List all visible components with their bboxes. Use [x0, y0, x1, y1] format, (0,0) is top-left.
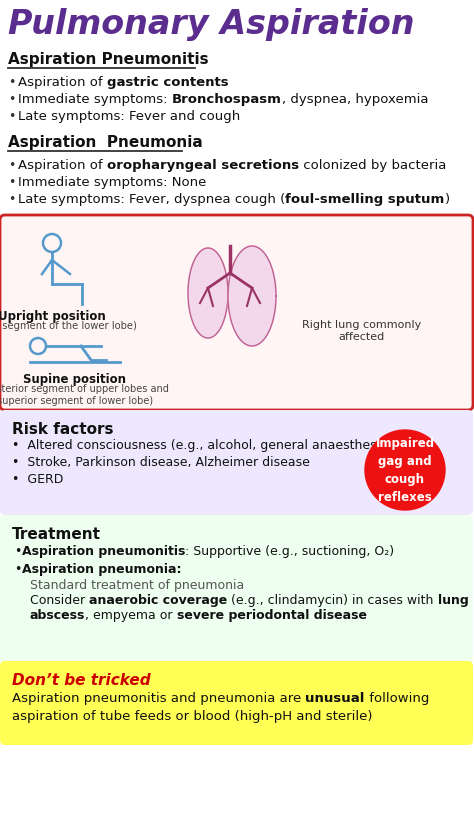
Text: •  Stroke, Parkinson disease, Alzheimer disease: • Stroke, Parkinson disease, Alzheimer d… — [12, 456, 310, 469]
Text: Aspiration of: Aspiration of — [18, 76, 107, 89]
Text: Bronchospasm: Bronchospasm — [172, 93, 282, 106]
Text: Consider: Consider — [30, 594, 89, 607]
Text: Right lung commonly
affected: Right lung commonly affected — [302, 320, 422, 342]
Text: Immediate symptoms: None: Immediate symptoms: None — [18, 176, 206, 189]
Text: (e.g., clindamycin) in cases with: (e.g., clindamycin) in cases with — [228, 594, 438, 607]
Text: Standard treatment of pneumonia: Standard treatment of pneumonia — [30, 579, 244, 592]
Text: colonized by bacteria: colonized by bacteria — [299, 159, 447, 172]
Polygon shape — [188, 248, 228, 338]
Text: •: • — [8, 76, 15, 89]
Text: Supine position: Supine position — [24, 373, 127, 386]
Text: Upright position: Upright position — [0, 310, 106, 323]
FancyBboxPatch shape — [0, 410, 473, 515]
Text: gastric contents: gastric contents — [107, 76, 228, 89]
Text: Late symptoms: Fever and cough: Late symptoms: Fever and cough — [18, 110, 240, 123]
Text: anaerobic coverage: anaerobic coverage — [89, 594, 228, 607]
FancyBboxPatch shape — [0, 515, 473, 663]
Text: •  Altered consciousness (e.g., alcohol, general anaesthesia): • Altered consciousness (e.g., alcohol, … — [12, 439, 393, 452]
Text: Risk factors: Risk factors — [12, 422, 113, 437]
Text: •: • — [8, 110, 15, 123]
Polygon shape — [228, 246, 276, 346]
Text: (Posterior segment of upper lobes and
superior segment of lower lobe): (Posterior segment of upper lobes and su… — [0, 384, 169, 406]
Text: foul-smelling sputum: foul-smelling sputum — [285, 193, 445, 206]
FancyBboxPatch shape — [0, 661, 473, 745]
Text: unusual: unusual — [306, 692, 365, 705]
Text: Aspiration of: Aspiration of — [18, 159, 107, 172]
Text: Aspiration  Pneumonia: Aspiration Pneumonia — [8, 135, 203, 150]
Text: •: • — [14, 545, 21, 558]
Text: •: • — [8, 159, 15, 172]
Text: oropharyngeal secretions: oropharyngeal secretions — [107, 159, 299, 172]
FancyBboxPatch shape — [0, 215, 473, 410]
Text: : Supportive (e.g., suctioning, O₂): : Supportive (e.g., suctioning, O₂) — [185, 545, 394, 558]
Text: Late symptoms: Fever, dyspnea cough (: Late symptoms: Fever, dyspnea cough ( — [18, 193, 285, 206]
Text: Aspiration pneumonitis: Aspiration pneumonitis — [22, 545, 185, 558]
Text: following: following — [365, 692, 429, 705]
Text: Aspiration pneumonitis and pneumonia are: Aspiration pneumonitis and pneumonia are — [12, 692, 306, 705]
Text: Treatment: Treatment — [12, 527, 101, 542]
Text: , empyema or: , empyema or — [85, 609, 177, 622]
Text: •: • — [8, 176, 15, 189]
Text: •: • — [14, 563, 21, 576]
Text: Aspiration Pneumonitis: Aspiration Pneumonitis — [8, 52, 209, 67]
Text: , dyspnea, hypoxemia: , dyspnea, hypoxemia — [282, 93, 428, 106]
Text: •  GERD: • GERD — [12, 473, 64, 486]
Text: abscess: abscess — [30, 609, 85, 622]
Text: lung: lung — [438, 594, 468, 607]
Text: Impaired
gag and
cough
reflexes: Impaired gag and cough reflexes — [375, 437, 435, 503]
Text: severe periodontal disease: severe periodontal disease — [177, 609, 367, 622]
Text: (Basal segment of the lower lobe): (Basal segment of the lower lobe) — [0, 321, 137, 331]
Text: Pulmonary Aspiration: Pulmonary Aspiration — [8, 8, 414, 41]
Text: ): ) — [445, 193, 450, 206]
Circle shape — [365, 430, 445, 510]
Text: aspiration of tube feeds or blood (high-pH and sterile): aspiration of tube feeds or blood (high-… — [12, 710, 373, 723]
Text: Aspiration pneumonia:: Aspiration pneumonia: — [22, 563, 182, 576]
Text: •: • — [8, 193, 15, 206]
Text: Don’t be tricked: Don’t be tricked — [12, 673, 151, 688]
Text: Immediate symptoms:: Immediate symptoms: — [18, 93, 172, 106]
Text: •: • — [8, 93, 15, 106]
